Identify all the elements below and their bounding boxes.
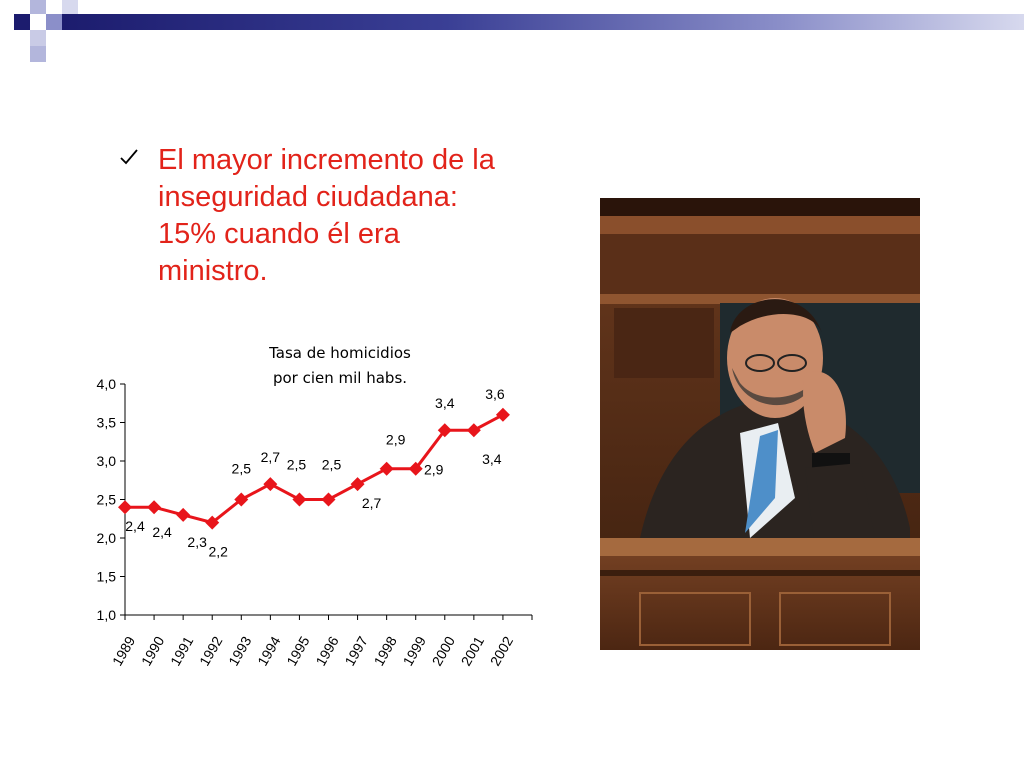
photo-illustration xyxy=(600,198,920,650)
y-tick-label: 2,0 xyxy=(97,530,117,546)
x-tick-label: 1996 xyxy=(312,633,342,668)
corner-square-5 xyxy=(14,30,30,46)
data-label: 2,9 xyxy=(424,462,444,478)
corner-square-7 xyxy=(62,0,78,14)
corner-square-4 xyxy=(30,30,46,46)
data-label: 2,4 xyxy=(152,524,172,540)
corner-square-1 xyxy=(14,14,30,30)
y-tick-label: 4,0 xyxy=(97,376,117,392)
chart-title: Tasa de homicidios por cien mil habs. xyxy=(269,344,411,387)
y-tick-label: 3,5 xyxy=(97,415,117,431)
data-label: 2,5 xyxy=(287,457,307,473)
data-label: 2,5 xyxy=(322,457,342,473)
data-label: 3,6 xyxy=(485,386,505,402)
x-tick-label: 1993 xyxy=(225,633,255,668)
x-tick-label: 2001 xyxy=(458,633,488,668)
photo-man-sleeping-in-parliament xyxy=(600,198,920,650)
data-point xyxy=(176,507,191,522)
data-point xyxy=(234,492,249,507)
data-label: 2,4 xyxy=(125,518,145,534)
y-tick-label: 1,0 xyxy=(97,607,117,623)
data-label: 3,4 xyxy=(482,451,502,467)
x-tick-label: 1999 xyxy=(400,633,430,668)
corner-square-3 xyxy=(46,14,62,30)
checkmark-icon xyxy=(120,149,138,165)
data-label: 2,9 xyxy=(386,432,406,448)
x-tick-label: 1991 xyxy=(167,633,197,668)
corner-square-2 xyxy=(30,0,46,14)
data-point xyxy=(408,461,423,476)
header-gradient-bar xyxy=(62,14,1024,30)
homicide-rate-chart: Tasa de homicidios por cien mil habs. 1,… xyxy=(70,335,580,690)
data-point xyxy=(437,423,452,438)
x-tick-label: 2000 xyxy=(429,633,459,668)
data-label: 2,3 xyxy=(187,534,207,550)
x-tick-label: 1992 xyxy=(196,633,226,668)
data-point xyxy=(466,423,481,438)
y-tick-label: 2,5 xyxy=(97,492,117,508)
data-label: 2,5 xyxy=(232,461,252,477)
corner-square-6 xyxy=(30,46,46,62)
x-tick-label: 1989 xyxy=(109,633,139,668)
data-label: 2,7 xyxy=(362,495,382,511)
x-tick-label: 1998 xyxy=(370,633,400,668)
data-point xyxy=(321,492,336,507)
data-point xyxy=(350,477,365,492)
x-tick-label: 1994 xyxy=(254,633,284,668)
data-label: 2,2 xyxy=(208,544,228,560)
data-point xyxy=(263,477,278,492)
data-point xyxy=(205,515,220,530)
x-tick-label: 1990 xyxy=(138,633,168,668)
data-point xyxy=(118,500,132,515)
data-point xyxy=(147,500,162,515)
data-point xyxy=(495,407,510,422)
y-tick-label: 1,5 xyxy=(97,569,117,585)
data-point xyxy=(379,461,394,476)
data-label: 3,4 xyxy=(435,395,455,411)
x-tick-label: 1997 xyxy=(341,633,371,668)
bullet-text: El mayor incremento de la inseguridad ci… xyxy=(158,144,495,287)
x-tick-label: 1995 xyxy=(283,633,313,668)
x-tick-label: 2002 xyxy=(487,633,517,668)
data-point xyxy=(292,492,307,507)
data-label: 2,7 xyxy=(261,449,281,465)
y-tick-label: 3,0 xyxy=(97,453,117,469)
